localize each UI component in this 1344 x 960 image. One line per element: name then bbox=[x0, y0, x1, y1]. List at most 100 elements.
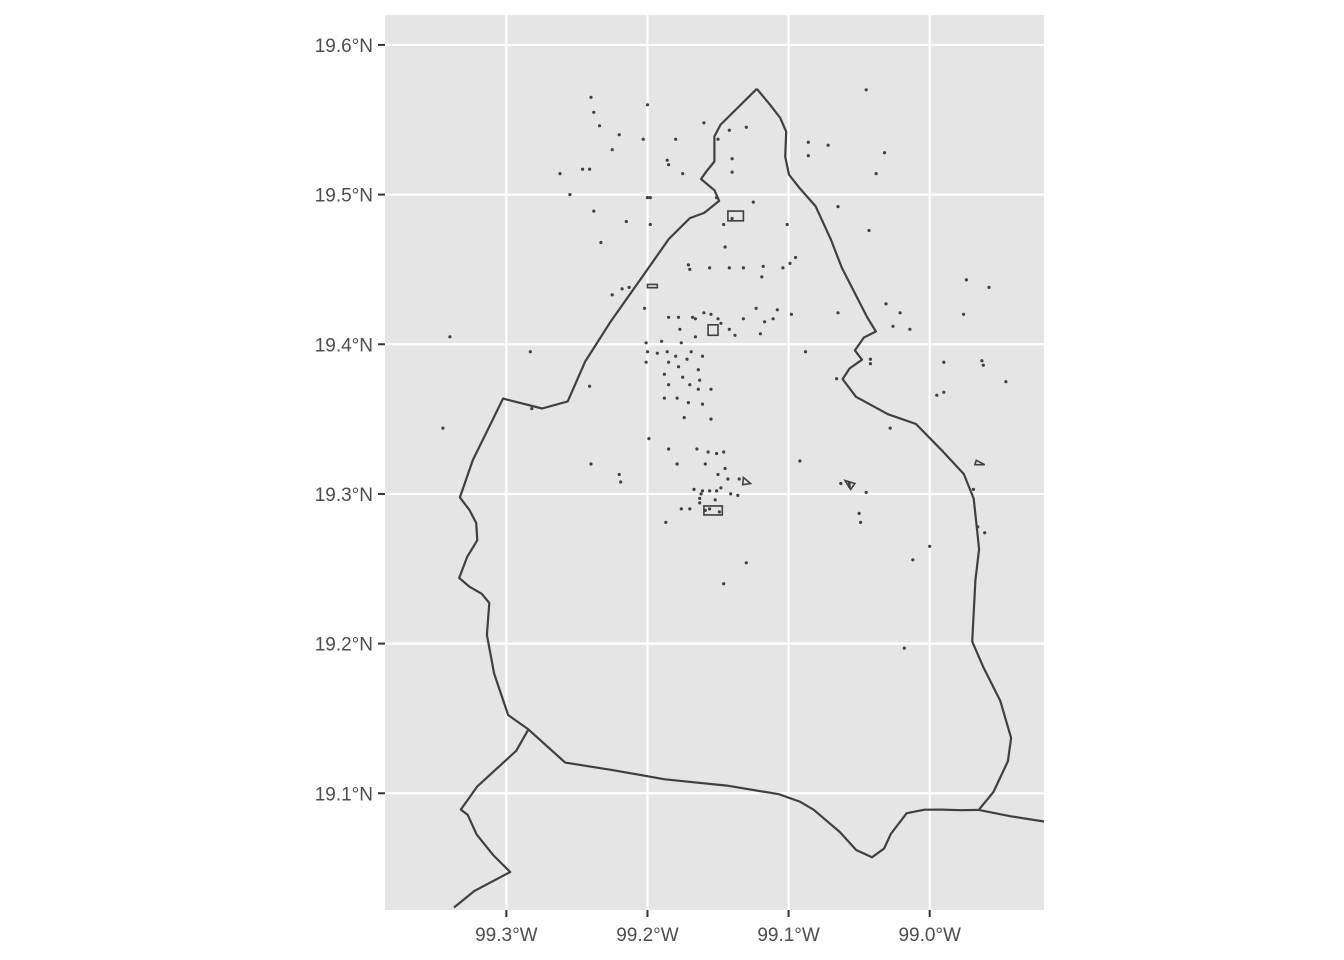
point-feature bbox=[643, 306, 647, 310]
point-feature bbox=[675, 396, 679, 400]
polygon-feature bbox=[707, 323, 719, 337]
point-feature bbox=[702, 121, 706, 125]
point-feature bbox=[839, 481, 843, 486]
point-feature bbox=[695, 447, 699, 451]
polygon-features bbox=[646, 210, 986, 516]
point-feature bbox=[678, 327, 682, 331]
point-feature bbox=[644, 341, 648, 345]
point-feature bbox=[730, 170, 734, 174]
point-feature bbox=[699, 492, 703, 496]
point-feature bbox=[581, 167, 585, 171]
point-feature bbox=[592, 209, 596, 213]
point-feature bbox=[592, 110, 596, 114]
point-feature bbox=[884, 302, 888, 306]
point-feature bbox=[744, 125, 748, 129]
city-boundary-outline bbox=[458, 88, 1013, 859]
polygon-feature bbox=[843, 479, 857, 491]
point-feature bbox=[688, 267, 692, 271]
point-feature bbox=[857, 511, 861, 515]
point-feature bbox=[835, 377, 839, 381]
point-feature bbox=[689, 350, 693, 354]
point-features bbox=[441, 88, 1008, 650]
point-feature bbox=[693, 335, 698, 339]
point-feature bbox=[942, 390, 946, 394]
point-feature bbox=[688, 383, 692, 387]
point-feature bbox=[675, 462, 679, 466]
point-feature bbox=[679, 341, 683, 345]
southwest-border-line bbox=[453, 728, 530, 909]
point-feature bbox=[641, 137, 645, 141]
point-feature bbox=[665, 350, 669, 354]
map-panel-background bbox=[385, 15, 1044, 910]
point-feature bbox=[682, 416, 686, 420]
lon-tick-label: 99.0°W bbox=[898, 925, 961, 946]
point-feature bbox=[806, 140, 810, 144]
point-feature bbox=[715, 451, 719, 456]
point-feature bbox=[619, 480, 623, 484]
point-feature bbox=[980, 359, 984, 363]
point-feature bbox=[692, 487, 696, 491]
point-feature bbox=[722, 582, 726, 586]
point-feature bbox=[741, 317, 746, 321]
point-feature bbox=[624, 219, 628, 224]
point-feature bbox=[645, 350, 650, 354]
point-feature bbox=[716, 317, 720, 321]
point-feature bbox=[644, 360, 648, 364]
point-feature bbox=[751, 200, 755, 204]
point-feature bbox=[597, 124, 602, 128]
point-feature bbox=[727, 327, 731, 331]
point-feature bbox=[736, 493, 740, 497]
point-feature bbox=[686, 263, 691, 267]
point-feature bbox=[723, 245, 727, 249]
point-feature bbox=[891, 324, 895, 328]
point-feature bbox=[868, 357, 873, 361]
point-feature bbox=[723, 466, 727, 471]
point-feature bbox=[722, 222, 726, 227]
lon-tick-label: 99.3°W bbox=[475, 925, 538, 946]
southeast-border-line bbox=[978, 808, 1045, 823]
lon-tick-label: 99.2°W bbox=[616, 925, 679, 946]
point-feature bbox=[942, 360, 946, 364]
point-feature bbox=[662, 396, 667, 400]
point-feature bbox=[719, 321, 723, 325]
point-feature bbox=[589, 95, 593, 99]
point-feature bbox=[696, 368, 700, 372]
point-feature bbox=[686, 401, 691, 405]
point-feature bbox=[962, 312, 966, 316]
polygon-feature bbox=[646, 283, 659, 289]
point-feature bbox=[698, 501, 702, 505]
point-feature bbox=[667, 163, 671, 167]
point-feature bbox=[662, 372, 667, 376]
point-feature bbox=[693, 317, 698, 321]
point-feature bbox=[700, 489, 705, 493]
point-feature bbox=[700, 354, 705, 358]
point-feature bbox=[617, 133, 621, 137]
point-feature bbox=[868, 362, 873, 366]
point-feature bbox=[528, 350, 532, 354]
point-feature bbox=[785, 222, 789, 227]
point-feature bbox=[674, 354, 678, 358]
point-feature bbox=[741, 266, 746, 270]
point-feature bbox=[648, 222, 652, 227]
point-feature bbox=[882, 151, 887, 155]
point-feature bbox=[888, 426, 892, 430]
map-axes: 19.6°N 19.5°N 19.4°N 19.3°N 19.2°N 19.1°N 99.3… bbox=[315, 36, 961, 946]
point-feature bbox=[709, 417, 713, 421]
point-feature bbox=[864, 490, 868, 494]
point-feature bbox=[700, 402, 705, 406]
point-feature bbox=[681, 172, 685, 176]
point-feature bbox=[737, 477, 741, 481]
point-feature bbox=[789, 312, 794, 316]
point-feature bbox=[610, 148, 614, 152]
point-feature bbox=[898, 311, 902, 315]
point-feature bbox=[775, 308, 779, 312]
point-feature bbox=[733, 333, 737, 337]
point-feature bbox=[703, 508, 707, 512]
point-feature bbox=[530, 407, 534, 411]
point-feature bbox=[771, 317, 775, 321]
lat-tick-label: 19.1°N bbox=[315, 784, 373, 805]
point-feature bbox=[703, 462, 707, 466]
point-feature bbox=[730, 216, 734, 221]
point-feature bbox=[730, 157, 734, 161]
